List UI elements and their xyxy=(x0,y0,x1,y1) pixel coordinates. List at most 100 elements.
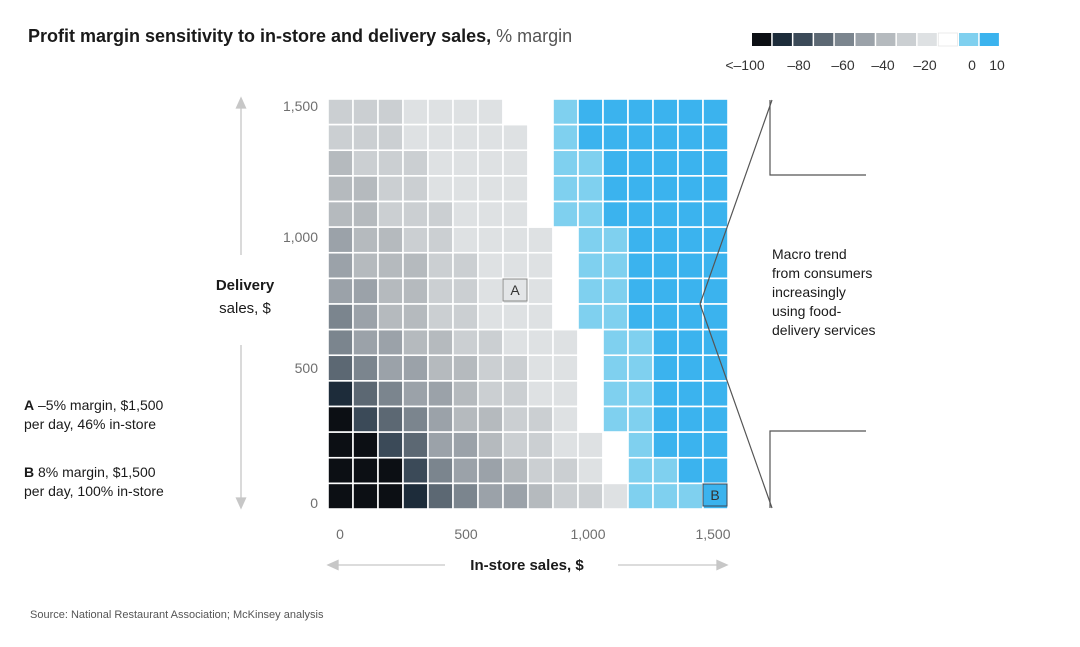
legend-swatch xyxy=(855,33,875,46)
heatmap-cell xyxy=(577,456,604,485)
legend-swatch xyxy=(937,32,958,47)
callout-line-2: from consumers xyxy=(772,265,872,281)
heatmap-cell xyxy=(577,123,604,152)
heatmap-cell xyxy=(427,251,454,280)
heatmap-cell xyxy=(377,405,404,433)
heatmap-cell xyxy=(577,226,604,254)
heatmap-cell xyxy=(702,175,729,203)
heatmap-cell xyxy=(652,431,679,459)
note-b: B 8% margin, $1,500 per day, 100% in-sto… xyxy=(24,464,164,499)
chart-title-main: Profit margin sensitivity to in-store an… xyxy=(28,26,492,46)
legend-swatch xyxy=(834,33,854,46)
heatmap-cell xyxy=(377,251,404,280)
heatmap-cell xyxy=(552,354,579,382)
legend-label: 0 xyxy=(968,57,976,73)
heatmap-cell xyxy=(577,303,604,331)
heatmap-cell xyxy=(427,303,454,331)
legend-label: –80 xyxy=(787,57,811,73)
heatmap-cell xyxy=(702,149,729,177)
heatmap-cell xyxy=(527,431,554,459)
heatmap-cell xyxy=(327,200,354,228)
color-legend: <–100 –80 –60 –40 –20 0 10 xyxy=(725,32,1005,73)
heatmap-cell xyxy=(502,123,529,152)
heatmap-cell xyxy=(652,200,679,228)
heatmap-cell xyxy=(352,482,379,510)
heatmap-cell xyxy=(452,226,479,254)
heatmap-cell xyxy=(377,149,404,177)
heatmap-cell xyxy=(327,149,354,177)
heatmap-cell xyxy=(602,175,629,203)
y-axis-label-line1: Delivery xyxy=(216,277,275,294)
heatmap-cell xyxy=(552,226,579,254)
heatmap-cell xyxy=(527,251,554,280)
heatmap-cell xyxy=(327,405,354,433)
note-a-line2: per day, 46% in-store xyxy=(24,416,156,432)
legend-swatch xyxy=(979,33,999,46)
heatmap-cell xyxy=(577,431,604,459)
source-note: Source: National Restaurant Association;… xyxy=(30,609,324,621)
heatmap-cell xyxy=(502,405,529,433)
x-axis-arrow xyxy=(326,559,729,571)
heatmap-cell xyxy=(402,251,429,280)
heatmap-cell xyxy=(402,456,429,485)
heatmap-cell xyxy=(702,277,729,305)
heatmap-cell xyxy=(327,277,354,305)
heatmap-cell xyxy=(552,123,579,152)
heatmap-cell xyxy=(577,149,604,177)
heatmap-cell xyxy=(477,482,504,510)
heatmap-cell xyxy=(427,354,454,382)
heatmap-cell xyxy=(652,405,679,433)
heatmap-cell xyxy=(477,303,504,331)
heatmap-cell xyxy=(627,482,654,510)
heatmap-cell xyxy=(352,251,379,280)
note-a: A –5% margin, $1,500 per day, 46% in-sto… xyxy=(24,397,164,432)
heatmap-cell xyxy=(577,175,604,203)
heatmap-cell xyxy=(577,200,604,228)
heatmap-cell xyxy=(477,277,504,305)
heatmap-cell xyxy=(627,380,654,408)
heatmap-cell xyxy=(502,98,529,126)
heatmap-cell xyxy=(552,251,579,280)
y-axis-label-line2: sales, $ xyxy=(219,300,271,317)
heatmap-cell xyxy=(377,175,404,203)
heatmap-cell xyxy=(352,200,379,228)
heatmap-cell xyxy=(327,303,354,331)
heatmap-cell xyxy=(502,303,529,331)
heatmap-cell xyxy=(677,405,704,433)
heatmap-cell xyxy=(627,277,654,305)
heatmap-cell xyxy=(652,328,679,357)
heatmap-cell xyxy=(527,200,554,228)
heatmap-cell xyxy=(452,303,479,331)
heatmap-cell xyxy=(352,380,379,408)
heatmap-cell xyxy=(527,226,554,254)
legend-swatch xyxy=(896,33,917,46)
heatmap-cell xyxy=(552,431,579,459)
legend-label: –60 xyxy=(831,57,855,73)
callout-text: Macro trend from consumers increasingly … xyxy=(772,246,875,338)
heatmap-cell xyxy=(527,175,554,203)
heatmap-cell xyxy=(352,431,379,459)
legend-label: –40 xyxy=(871,57,895,73)
heatmap-cell xyxy=(352,98,379,126)
heatmap-cell xyxy=(327,354,354,382)
heatmap-cell xyxy=(627,405,654,433)
heatmap-cell xyxy=(327,456,354,485)
x-axis-label: In-store sales, $ xyxy=(470,557,584,574)
marker-b: B xyxy=(702,483,728,507)
heatmap-cell xyxy=(427,431,454,459)
marker-b-label: B xyxy=(710,487,719,503)
heatmap-cell xyxy=(352,277,379,305)
heatmap-cell xyxy=(452,354,479,382)
y-tick-1500: 1,500 xyxy=(283,98,318,114)
heatmap-cell xyxy=(452,200,479,228)
heatmap-cell xyxy=(502,251,529,280)
heatmap-cell xyxy=(552,482,579,510)
heatmap-cell xyxy=(402,98,429,126)
heatmap-cell xyxy=(652,98,679,126)
heatmap-cell xyxy=(452,482,479,510)
heatmap-cell xyxy=(427,277,454,305)
heatmap-cell xyxy=(627,431,654,459)
heatmap-cell xyxy=(477,405,504,433)
heatmap-cell xyxy=(602,482,629,510)
heatmap-cell xyxy=(602,226,629,254)
